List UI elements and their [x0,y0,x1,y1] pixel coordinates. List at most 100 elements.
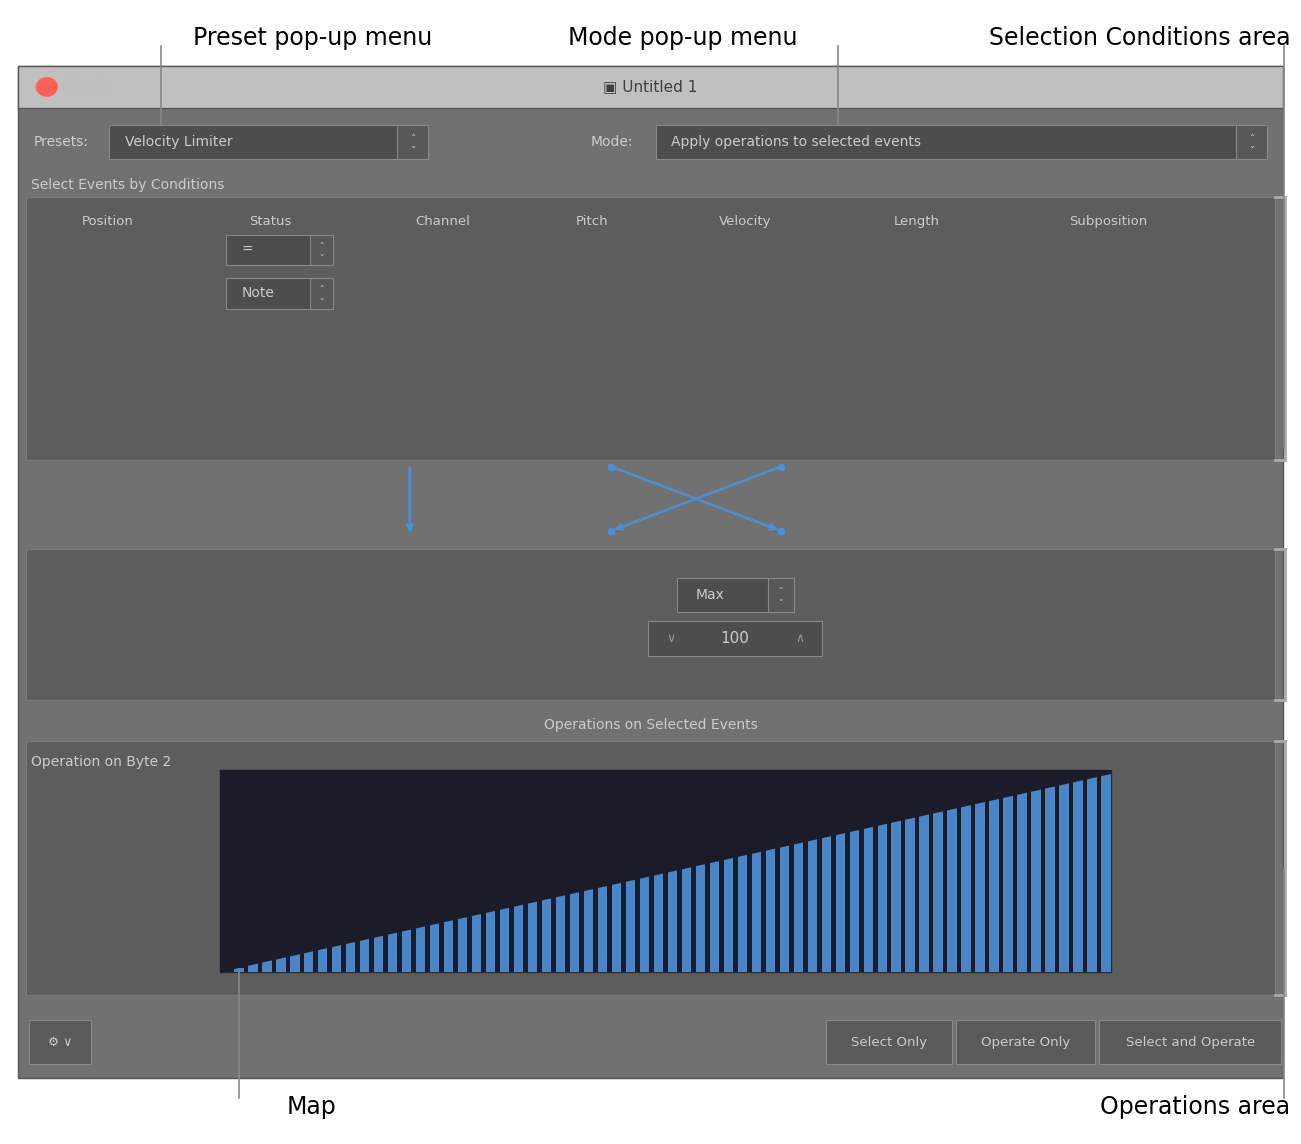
Text: Channel: Channel [415,215,470,229]
Text: Pitch: Pitch [575,215,609,229]
Text: Select Only: Select Only [851,1035,928,1049]
Text: Operation on Byte 2: Operation on Byte 2 [31,755,172,769]
Bar [109,125,428,159]
Bar [653,866,664,972]
Bar [26,549,1275,700]
Bar [1032,785,1041,972]
Bar [276,955,285,972]
Text: =: = [242,243,254,257]
Text: Preset pop-up menu: Preset pop-up menu [193,26,432,50]
Bar [826,1020,952,1064]
Bar [648,621,822,656]
Circle shape [62,78,83,96]
Bar [1236,125,1267,159]
Bar [317,945,328,972]
Bar [794,835,803,972]
Bar [556,888,566,972]
Text: Select Events by Conditions: Select Events by Conditions [31,178,225,192]
Bar [597,877,608,972]
Bar [220,770,1111,972]
Text: Selection Conditions area: Selection Conditions area [989,26,1291,50]
Text: ▣ Untitled 1: ▣ Untitled 1 [604,79,697,95]
Bar [765,841,775,972]
Bar [458,911,467,972]
Text: ⌃
⌄: ⌃ ⌄ [409,134,416,150]
Text: Max: Max [696,588,725,602]
Text: Select and Operate: Select and Operate [1125,1035,1255,1049]
Text: ⌃
⌄: ⌃ ⌄ [778,587,783,603]
Bar [779,837,790,972]
Bar [360,934,369,972]
Bar [528,893,537,972]
Bar [397,125,428,159]
Text: Length: Length [894,215,941,229]
Bar [310,278,333,309]
Text: Operations on Selected Events: Operations on Selected Events [544,718,757,732]
Bar [611,875,622,972]
Circle shape [88,78,109,96]
Circle shape [36,78,57,96]
Bar [388,927,397,972]
Bar [891,813,902,972]
Text: Apply operations to selected events: Apply operations to selected events [671,135,921,149]
Text: ⚙ ∨: ⚙ ∨ [48,1035,72,1049]
Bar [304,948,314,972]
Bar [808,832,817,972]
Bar [18,66,1283,1078]
Bar [934,805,943,972]
Bar [402,923,411,972]
Polygon shape [220,770,1111,972]
Bar [262,960,272,972]
Bar [976,796,985,972]
Bar [500,900,510,972]
Bar [1073,776,1082,972]
Bar [1059,779,1069,972]
Polygon shape [220,770,1111,972]
Bar [850,823,859,972]
Text: ∨: ∨ [666,631,675,645]
Bar [29,1020,91,1064]
Bar [682,859,691,972]
Text: Velocity Limiter: Velocity Limiter [125,135,233,149]
Bar [541,891,552,972]
Bar [947,802,958,972]
Bar [26,741,1275,995]
Bar [877,817,887,972]
Bar [472,907,481,972]
Bar [656,125,1267,159]
Bar [226,235,333,265]
Bar [416,920,425,972]
Text: Subposition: Subposition [1069,215,1147,229]
Text: Velocity: Velocity [719,215,771,229]
Text: Operations area: Operations area [1101,1095,1291,1119]
Text: ⌃
⌄: ⌃ ⌄ [319,285,324,302]
Text: Presets:: Presets: [34,135,88,149]
Bar [821,828,831,972]
Bar [234,968,243,972]
Text: Position: Position [82,215,134,229]
Bar [444,913,454,972]
Text: Mode:: Mode: [591,135,634,149]
Bar [18,66,1283,108]
Bar [584,881,593,972]
Bar [332,940,341,972]
Bar [667,863,678,972]
Bar [373,930,384,972]
Bar [429,916,440,972]
Bar [677,578,794,612]
Bar [26,197,1275,460]
Bar [905,811,915,972]
Text: Note: Note [242,286,275,301]
Bar [1102,770,1111,972]
Bar [956,1020,1095,1064]
Bar [990,793,999,972]
Bar [696,856,705,972]
Text: 100: 100 [721,630,749,646]
Bar [835,826,846,972]
Text: Mode pop-up menu: Mode pop-up menu [569,26,798,50]
Bar [1088,773,1097,972]
Bar [752,844,761,972]
Bar [346,937,355,972]
Bar [1046,781,1055,972]
Bar [738,847,747,972]
